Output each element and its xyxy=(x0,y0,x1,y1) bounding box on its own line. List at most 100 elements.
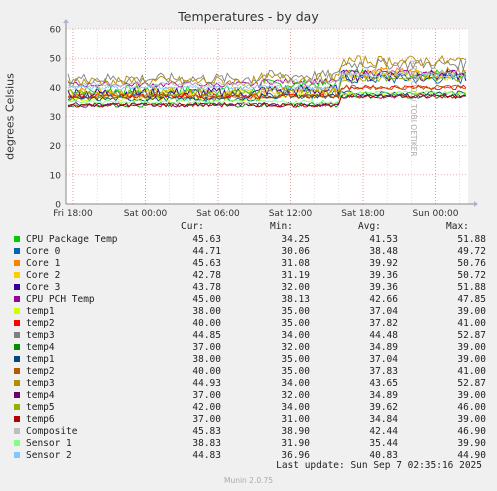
legend-min-value: 32.00 xyxy=(281,282,310,293)
series-line xyxy=(67,93,466,108)
legend-min-value: 34.25 xyxy=(281,234,310,245)
legend-avg-value: 39.36 xyxy=(369,282,398,293)
legend-cur-value: 40.00 xyxy=(192,318,221,329)
legend-cur-value: 44.85 xyxy=(192,330,221,341)
legend-series-name: Core 3 xyxy=(26,282,61,293)
series-line xyxy=(67,74,467,98)
legend-max-value: 47.85 xyxy=(457,294,486,305)
legend-avg-value: 37.83 xyxy=(369,366,398,377)
legend-series-name: temp3 xyxy=(26,330,55,341)
legend-header-cur: Cur: xyxy=(181,221,204,232)
legend-swatch xyxy=(14,284,20,290)
chart-title: Temperatures - by day xyxy=(178,9,319,24)
y-tick-label: 50 xyxy=(50,55,62,65)
series-line xyxy=(67,84,467,99)
x-tick-label: Sat 00:00 xyxy=(124,209,168,219)
legend-avg-value: 40.83 xyxy=(369,450,398,461)
legend-max-value: 41.00 xyxy=(457,318,486,329)
legend-swatch xyxy=(14,248,20,254)
legend-cur-value: 45.63 xyxy=(192,258,221,269)
legend-avg-value: 44.48 xyxy=(369,330,398,341)
legend-swatch xyxy=(14,356,20,362)
legend-min-value: 32.00 xyxy=(281,342,310,353)
legend-cur-value: 42.78 xyxy=(192,270,221,281)
legend-avg-value: 34.84 xyxy=(369,414,398,425)
legend-series-name: CPU PCH Temp xyxy=(26,294,95,305)
legend-max-value: 39.00 xyxy=(457,354,486,365)
legend-swatch xyxy=(14,320,20,326)
y-tick-label: 60 xyxy=(50,26,62,36)
legend-series-name: temp2 xyxy=(26,318,55,329)
legend-swatch xyxy=(14,332,20,338)
legend-row: Core 2 42.78 31.19 39.36 50.72 xyxy=(0,270,497,282)
y-tick-label: 10 xyxy=(50,171,62,181)
legend-avg-value: 37.04 xyxy=(369,306,398,317)
legend-cur-value: 43.78 xyxy=(192,282,221,293)
legend-max-value: 39.00 xyxy=(457,306,486,317)
legend-avg-value: 39.36 xyxy=(369,270,398,281)
legend-row: temp3 44.85 34.00 44.48 52.87 xyxy=(0,330,497,342)
legend-min-value: 35.00 xyxy=(281,354,310,365)
legend-header-min: Min: xyxy=(270,221,293,232)
axes xyxy=(63,19,478,207)
legend-series-name: Core 2 xyxy=(26,270,61,281)
legend-avg-value: 42.66 xyxy=(369,294,398,305)
legend-swatch xyxy=(14,452,20,458)
legend-cur-value: 38.83 xyxy=(192,438,221,449)
legend-series-name: temp4 xyxy=(26,342,55,353)
legend-max-value: 44.90 xyxy=(457,450,486,461)
legend-avg-value: 35.44 xyxy=(369,438,398,449)
legend-max-value: 46.90 xyxy=(457,426,486,437)
legend-swatch xyxy=(14,344,20,350)
legend-row: Sensor 1 38.83 31.90 35.44 39.90 xyxy=(0,438,497,450)
legend-min-value: 38.13 xyxy=(281,294,310,305)
legend-swatch xyxy=(14,440,20,446)
legend-row: temp1 38.00 35.00 37.04 39.00 xyxy=(0,306,497,318)
legend-swatch xyxy=(14,236,20,242)
legend-row: CPU PCH Temp 45.00 38.13 42.66 47.85 xyxy=(0,294,497,306)
legend-max-value: 39.00 xyxy=(457,390,486,401)
legend-cur-value: 38.00 xyxy=(192,354,221,365)
legend-swatch xyxy=(14,308,20,314)
legend-swatch xyxy=(14,296,20,302)
legend-row: temp3 44.93 34.00 43.65 52.87 xyxy=(0,378,497,390)
munin-version: Munin 2.0.75 xyxy=(223,476,274,485)
legend-swatch xyxy=(14,272,20,278)
legend-max-value: 51.88 xyxy=(457,234,486,245)
x-tick-label: Sat 06:00 xyxy=(196,209,240,219)
y-axis-arrow xyxy=(63,19,69,23)
legend-row: Sensor 2 44.83 36.96 40.83 44.90 xyxy=(0,450,497,462)
legend-max-value: 39.00 xyxy=(457,342,486,353)
legend-max-value: 49.72 xyxy=(457,246,486,257)
x-tick-label: Sat 18:00 xyxy=(341,209,385,219)
legend-series-name: Core 1 xyxy=(26,258,61,269)
legend-avg-value: 34.89 xyxy=(369,390,398,401)
legend-avg-value: 42.44 xyxy=(369,426,398,437)
legend-min-value: 31.00 xyxy=(281,414,310,425)
legend-min-value: 34.00 xyxy=(281,378,310,389)
x-tick-label: Fri 18:00 xyxy=(53,209,93,219)
legend-cur-value: 45.63 xyxy=(192,234,221,245)
legend-max-value: 39.00 xyxy=(457,414,486,425)
series-line xyxy=(67,54,467,88)
legend-cur-value: 37.00 xyxy=(192,414,221,425)
legend-header-avg: Avg: xyxy=(358,221,381,232)
legend-cur-value: 44.93 xyxy=(192,378,221,389)
legend-min-value: 35.00 xyxy=(281,318,310,329)
legend-series-name: temp5 xyxy=(26,402,55,413)
series-line xyxy=(67,69,467,89)
series-line xyxy=(67,70,467,88)
legend-cur-value: 44.83 xyxy=(192,450,221,461)
last-update: Last update: Sun Sep 7 02:35:16 2025 xyxy=(276,460,482,471)
legend-max-value: 50.72 xyxy=(457,270,486,281)
x-tick-label: Sun 00:00 xyxy=(413,209,459,219)
legend-swatch xyxy=(14,404,20,410)
legend-series-name: Core 0 xyxy=(26,246,61,257)
legend-swatch xyxy=(14,260,20,266)
legend-avg-value: 39.62 xyxy=(369,402,398,413)
legend-row: temp4 37.00 32.00 34.89 39.00 xyxy=(0,390,497,402)
legend-avg-value: 41.53 xyxy=(369,234,398,245)
legend-min-value: 36.96 xyxy=(281,450,310,461)
legend-header: Cur: Min: Avg: Max: xyxy=(0,221,497,233)
